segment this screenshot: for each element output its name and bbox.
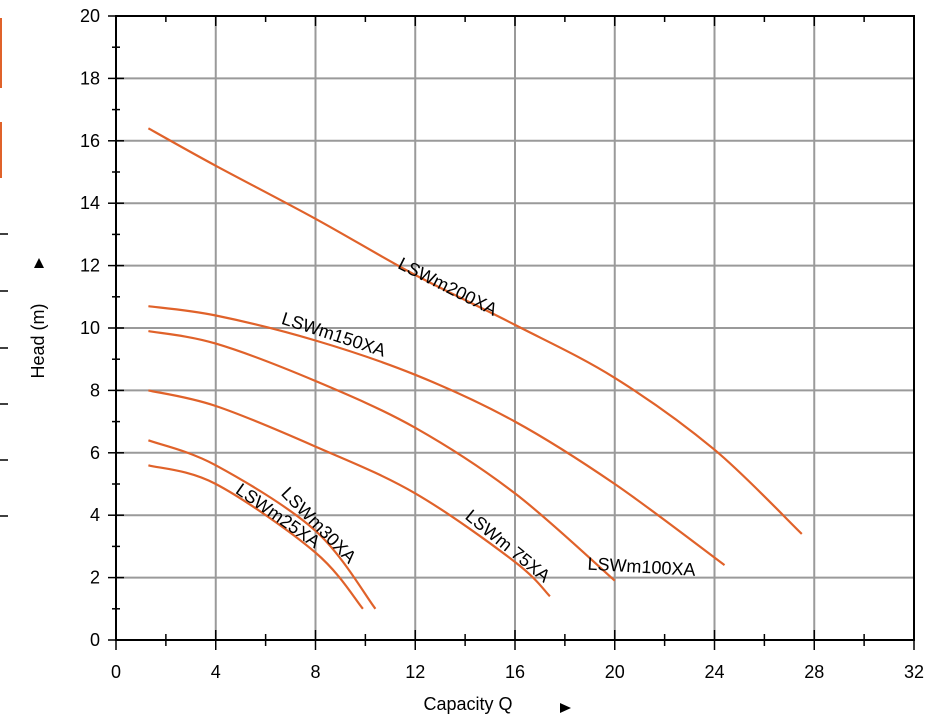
x-tick-label: 8 [310,662,320,682]
pump-curve-line [148,389,551,598]
y-tick-label: 10 [80,318,100,338]
left-edge-dashes [0,233,8,517]
pump-curve-line [148,464,364,610]
left-edge-mark [0,18,2,88]
y-tick-label: 2 [90,568,100,588]
pump-curve-line [148,439,377,610]
curve-label: LSWm 75XA [462,506,554,587]
y-tick-label: 16 [80,131,100,151]
x-tick-label: 4 [211,662,221,682]
x-tick-label: 12 [405,662,425,682]
left-edge-mark [0,122,2,178]
x-tick-labels: 0 4 8 12 16 20 24 28 32 [111,662,924,682]
x-axis-arrow-icon [560,703,571,713]
y-tick-label: 14 [80,193,100,213]
y-axis-arrow-icon [34,258,44,268]
pump-curve-line [147,127,803,535]
curve-label: LSWm100XA [587,554,696,580]
pump-curve-line [148,330,616,582]
y-tick-label: 4 [90,505,100,525]
x-tick-label: 0 [111,662,121,682]
curve-label: LSWm200XA [395,253,501,319]
y-axis-title: Head (m) [28,303,48,378]
y-tick-labels: 0 2 4 6 8 10 12 14 16 18 20 [80,6,100,650]
pump-curves [147,127,803,610]
y-tick-label: 0 [90,630,100,650]
y-tick-label: 20 [80,6,100,26]
y-tick-label: 18 [80,68,100,88]
y-tick-label: 8 [90,380,100,400]
x-tick-label: 32 [904,662,924,682]
pump-curve-line [148,305,726,566]
y-tick-label: 6 [90,443,100,463]
x-tick-label: 16 [505,662,525,682]
x-tick-label: 24 [704,662,724,682]
y-tick-label: 12 [80,256,100,276]
x-tick-label: 28 [804,662,824,682]
grid-lines [116,16,914,640]
x-axis-title: Capacity Q [423,694,512,714]
axis-ticks [108,15,915,650]
x-tick-label: 20 [605,662,625,682]
